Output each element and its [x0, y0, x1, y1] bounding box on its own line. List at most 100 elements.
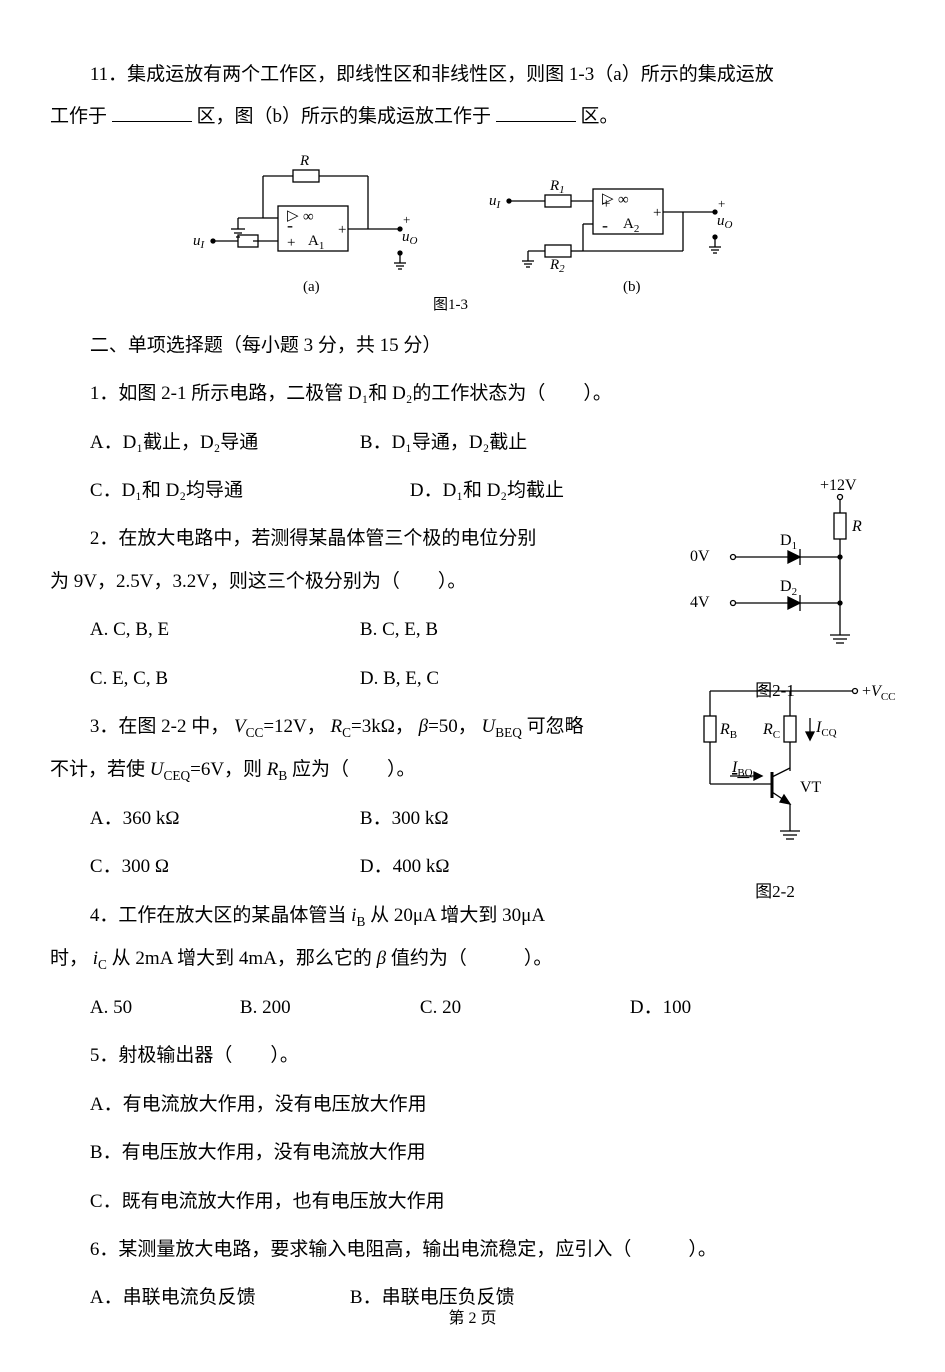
q1-stem: 1．如图 2-1 所示电路，二极管 D₁和 D₂的工作状态为（ ）。 [50, 379, 895, 409]
svg-text:+: + [338, 222, 346, 238]
q11-mid1: 工作于 [50, 106, 107, 127]
svg-text:R1: R1 [549, 178, 565, 196]
q3-ubeq-rest: 可忽略 [522, 716, 584, 737]
q3-opt-d: D．400 kΩ [360, 852, 450, 882]
svg-text:RB: RB [719, 721, 737, 741]
svg-text:4V: 4V [690, 594, 710, 611]
svg-text:R: R [299, 153, 309, 169]
q4-opt-c: C. 20 [420, 993, 630, 1023]
svg-text:图1-3: 图1-3 [433, 296, 468, 313]
svg-text:uO: uO [402, 229, 418, 247]
svg-text:D2: D2 [780, 578, 797, 598]
svg-text:+: + [718, 196, 725, 211]
q5-opt-a: A．有电流放大作用，没有电压放大作用 [50, 1090, 895, 1120]
q1-row1: A．D₁截止，D₂导通 B．D₁导通，D₂截止 [50, 428, 895, 458]
q3-ubeq-sub: BEQ [495, 725, 522, 740]
svg-text:VT: VT [800, 779, 822, 796]
q3-beta-rest: =50， [428, 716, 477, 737]
q3-uceq-rest: =6V，则 [190, 759, 267, 780]
q3-rb: R [267, 759, 279, 780]
q5-opt-c: C．既有电流放大作用，也有电压放大作用 [50, 1187, 895, 1217]
svg-text:A2: A2 [623, 216, 639, 235]
q3-ubeq: U [482, 716, 496, 737]
svg-text:-: - [602, 215, 608, 235]
figure-2-2-svg: +VCC RB RC ICQ IBQ [650, 676, 900, 866]
svg-text:(b): (b) [623, 279, 641, 295]
svg-text:RC: RC [762, 721, 780, 741]
q3-opt-c: C．300 Ω [90, 852, 360, 882]
q4-ic-sub: C [98, 957, 107, 972]
q11-mid2: 区，图（b）所示的集成运放工作于 [197, 106, 492, 127]
svg-text:D1: D1 [780, 532, 797, 552]
figure-2-2: +VCC RB RC ICQ IBQ [650, 676, 900, 906]
q2-opt-a: A. C, B, E [90, 615, 360, 645]
figure-1-3: ▷ ∞ + - + A1 R uI [50, 151, 895, 321]
q2-opt-c: C. E, C, B [90, 664, 360, 694]
q4-s2-pre: 时， [50, 948, 88, 969]
q3-rc: R [331, 716, 343, 737]
figure-2-1-svg: +12V R 0V D1 4V D2 [650, 475, 900, 665]
q6-stem: 6．某测量放大电路，要求输入电阻高，输出电流稳定，应引入（ ）。 [50, 1235, 895, 1265]
q4-row: A. 50 B. 200 C. 20 D．100 [50, 993, 895, 1023]
q11-tail: 区。 [581, 106, 619, 127]
q3-vcc-sub: CC [246, 725, 264, 740]
q11-line2: 工作于 区，图（b）所示的集成运放工作于 区。 [50, 102, 895, 132]
q3-rb-sub: B [278, 768, 287, 783]
q3-uceq-sub: CEQ [164, 768, 191, 783]
q1-opt-a: A．D₁截止，D₂导通 [90, 428, 360, 458]
svg-text:+: + [287, 235, 295, 251]
q3-uceq: U [150, 759, 164, 780]
q4-opt-d: D．100 [630, 993, 691, 1023]
q1-opt-b: B．D₁导通，D₂截止 [360, 428, 527, 458]
svg-text:ICQ: ICQ [815, 719, 837, 739]
q4-s2-mid: 从 2mA 增大到 4mA，那么它的 [112, 948, 372, 969]
q4-s1-pre: 4．工作在放大区的某晶体管当 [90, 905, 351, 926]
q3-beta: β [419, 716, 428, 737]
q3-pre: 3．在图 2-2 中， [90, 716, 229, 737]
q3-opt-a: A．360 kΩ [90, 804, 360, 834]
svg-text:+VCC: +VCC [862, 683, 896, 703]
svg-text:+: + [602, 196, 610, 212]
q4-ib-sub: B [356, 914, 365, 929]
q3-opt-b: B．300 kΩ [360, 804, 449, 834]
svg-text:+: + [403, 212, 410, 227]
svg-text:uO: uO [717, 213, 733, 231]
svg-text:+12V: +12V [820, 477, 857, 494]
q1-opt-c: C．D₁和 D₂均导通 [90, 476, 410, 506]
q5-stem: 5．射极输出器（ ）。 [50, 1041, 895, 1071]
q4-s1-mid: 从 20μA 增大到 30μA [370, 905, 545, 926]
figure-2-2-caption: 图2-2 [650, 878, 900, 905]
q3-rc-sub: C [342, 725, 351, 740]
svg-text:∞: ∞ [618, 192, 629, 208]
svg-text:R2: R2 [549, 257, 565, 275]
svg-text:+: + [653, 205, 661, 221]
section2-heading: 二、单项选择题（每小题 3 分，共 15 分） [50, 331, 895, 361]
q3-vcc-rest: =12V， [263, 716, 325, 737]
svg-text:A1: A1 [308, 233, 324, 252]
svg-text:R: R [851, 518, 862, 535]
blank-1 [112, 102, 192, 122]
figure-2-1: +12V R 0V D1 4V D2 [650, 475, 900, 705]
svg-text:-: - [287, 215, 293, 235]
q2-opt-d: D. B, E, C [360, 664, 439, 694]
svg-text:(a): (a) [303, 279, 320, 295]
q2-opt-b: B. C, E, B [360, 615, 438, 645]
q5-opt-b: B．有电压放大作用，没有电流放大作用 [50, 1138, 895, 1168]
q4-opt-b: B. 200 [240, 993, 420, 1023]
q11-pre: 11．集成运放有两个工作区，即线性区和非线性区，则图 1-3（a）所示的集成运放 [90, 64, 774, 85]
blank-2 [496, 102, 576, 122]
svg-text:0V: 0V [690, 548, 710, 565]
q3-s2-pre: 不计，若使 [50, 759, 150, 780]
svg-text:uI: uI [489, 193, 502, 211]
q3-rc-rest: =3kΩ， [351, 716, 414, 737]
section2-heading-text: 二、单项选择题（每小题 3 分，共 15 分） [90, 335, 442, 356]
q11-line1: 11．集成运放有两个工作区，即线性区和非线性区，则图 1-3（a）所示的集成运放 [50, 60, 895, 90]
svg-text:∞: ∞ [303, 209, 314, 225]
q3-tail: 应为（ ）。 [292, 759, 416, 780]
figure-1-3-svg: ▷ ∞ + - + A1 R uI [193, 151, 753, 321]
svg-text:uI: uI [193, 233, 206, 251]
q1-opt-d: D．D₁和 D₂均截止 [410, 476, 564, 506]
page-footer: 第 2 页 [0, 1306, 945, 1332]
q3-vcc: V [234, 716, 246, 737]
q4-opt-a: A. 50 [90, 993, 240, 1023]
